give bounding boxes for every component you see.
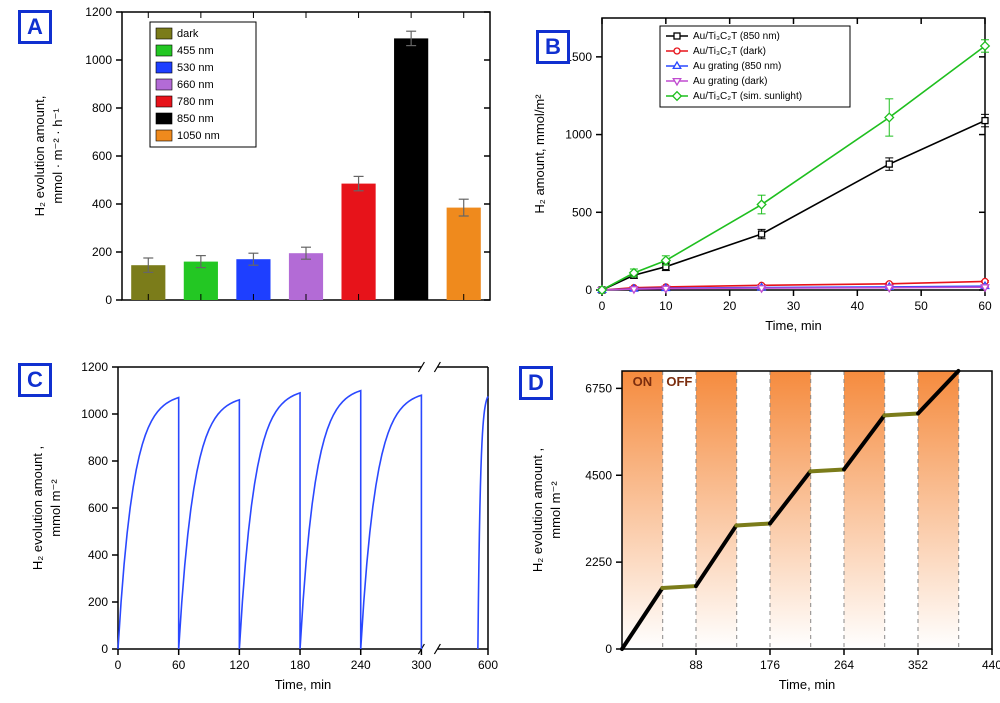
svg-text:850 nm: 850 nm xyxy=(177,113,214,125)
svg-text:800: 800 xyxy=(92,101,112,115)
svg-text:mmol m⁻²: mmol m⁻² xyxy=(548,481,563,539)
svg-text:1050 nm: 1050 nm xyxy=(177,130,220,142)
svg-text:600: 600 xyxy=(92,149,112,163)
svg-text:Au/Ti₃C₂T (sim. sunlight): Au/Ti₃C₂T (sim. sunlight) xyxy=(693,91,802,102)
svg-text:660 nm: 660 nm xyxy=(177,79,214,91)
svg-text:Au/Ti₃C₂T (dark): Au/Ti₃C₂T (dark) xyxy=(693,46,766,57)
svg-text:300: 300 xyxy=(411,658,431,672)
svg-text:180: 180 xyxy=(290,658,310,672)
svg-text:0: 0 xyxy=(585,283,592,297)
svg-text:176: 176 xyxy=(760,658,780,672)
svg-text:H₂ amount, mmol/m²: H₂ amount, mmol/m² xyxy=(532,94,547,214)
svg-text:530 nm: 530 nm xyxy=(177,62,214,74)
svg-text:Au/Ti₃C₂T (850 nm): Au/Ti₃C₂T (850 nm) xyxy=(693,31,780,42)
svg-text:30: 30 xyxy=(787,299,801,313)
svg-text:40: 40 xyxy=(851,299,865,313)
svg-text:H₂ evolution amount ,: H₂ evolution amount , xyxy=(530,448,545,572)
svg-text:440: 440 xyxy=(982,658,1000,672)
svg-text:60: 60 xyxy=(172,658,186,672)
svg-text:0: 0 xyxy=(115,658,122,672)
svg-text:600: 600 xyxy=(88,501,108,515)
svg-text:Au grating (dark): Au grating (dark) xyxy=(693,76,767,87)
svg-text:Time, min: Time, min xyxy=(275,677,332,692)
svg-text:6750: 6750 xyxy=(585,381,612,395)
svg-text:1000: 1000 xyxy=(81,407,108,421)
panel-d: ON OFF 0 2250 4500 6750 88 176 264 352 440 Time, mi… xyxy=(510,353,1000,701)
panel-a: 0 200 400 600 800 1000 1200 H₂ evolution amount… xyxy=(10,0,500,348)
svg-text:60: 60 xyxy=(978,299,992,313)
svg-text:H₂ evolution amount ,: H₂ evolution amount , xyxy=(30,446,45,570)
svg-text:120: 120 xyxy=(229,658,249,672)
svg-text:10: 10 xyxy=(659,299,673,313)
svg-text:400: 400 xyxy=(88,548,108,562)
svg-text:1000: 1000 xyxy=(565,128,592,142)
panel-badge-b: B xyxy=(536,30,570,64)
chart-a-bar: 0 200 400 600 800 1000 1200 H₂ evolution amount… xyxy=(10,0,500,348)
svg-text:400: 400 xyxy=(92,197,112,211)
svg-text:500: 500 xyxy=(572,205,592,219)
svg-text:0: 0 xyxy=(101,642,108,656)
chart-d-onoff: ON OFF 0 2250 4500 6750 88 176 264 352 440 Time, mi… xyxy=(510,353,1000,701)
svg-text:H₂ evolution amount,: H₂ evolution amount, xyxy=(32,96,47,217)
chart-c-cycles: 0 200 400 600 800 1000 1200 0 60 120 180 240 300 600 T… xyxy=(10,353,500,701)
panel-badge-d: D xyxy=(519,366,553,400)
svg-text:200: 200 xyxy=(92,245,112,259)
svg-text:2250: 2250 xyxy=(585,555,612,569)
svg-text:1200: 1200 xyxy=(81,360,108,374)
svg-text:352: 352 xyxy=(908,658,928,672)
svg-text:dark: dark xyxy=(177,28,199,40)
svg-text:240: 240 xyxy=(351,658,371,672)
svg-text:Time, min: Time, min xyxy=(765,318,822,333)
svg-text:200: 200 xyxy=(88,595,108,609)
panel-badge-c: C xyxy=(18,363,52,397)
svg-text:mmol · m⁻² · h⁻¹: mmol · m⁻² · h⁻¹ xyxy=(50,108,65,204)
svg-text:264: 264 xyxy=(834,658,854,672)
svg-text:0: 0 xyxy=(605,642,612,656)
svg-text:50: 50 xyxy=(914,299,928,313)
svg-text:800: 800 xyxy=(88,454,108,468)
svg-text:780 nm: 780 nm xyxy=(177,96,214,108)
panel-badge-a: A xyxy=(18,10,52,44)
svg-text:1200: 1200 xyxy=(85,5,112,19)
svg-text:4500: 4500 xyxy=(585,468,612,482)
svg-text:455 nm: 455 nm xyxy=(177,45,214,57)
svg-text:600: 600 xyxy=(478,658,498,672)
panel-b: 0102030405060Time, min050010001500H₂ amo… xyxy=(510,0,1000,348)
svg-text:Au grating (850 nm): Au grating (850 nm) xyxy=(693,61,781,72)
svg-text:1000: 1000 xyxy=(85,53,112,67)
svg-text:mmol m⁻²: mmol m⁻² xyxy=(48,479,63,537)
svg-text:0: 0 xyxy=(105,293,112,307)
svg-text:88: 88 xyxy=(689,658,703,672)
panel-c: 0 200 400 600 800 1000 1200 0 60 120 180 240 300 600 T… xyxy=(10,353,500,701)
svg-text:OFF: OFF xyxy=(666,374,692,389)
svg-text:Time, min: Time, min xyxy=(779,677,836,692)
svg-text:20: 20 xyxy=(723,299,737,313)
svg-text:0: 0 xyxy=(599,299,606,313)
svg-text:ON: ON xyxy=(633,374,653,389)
chart-b-lines: 0102030405060Time, min050010001500H₂ amo… xyxy=(510,0,1000,348)
